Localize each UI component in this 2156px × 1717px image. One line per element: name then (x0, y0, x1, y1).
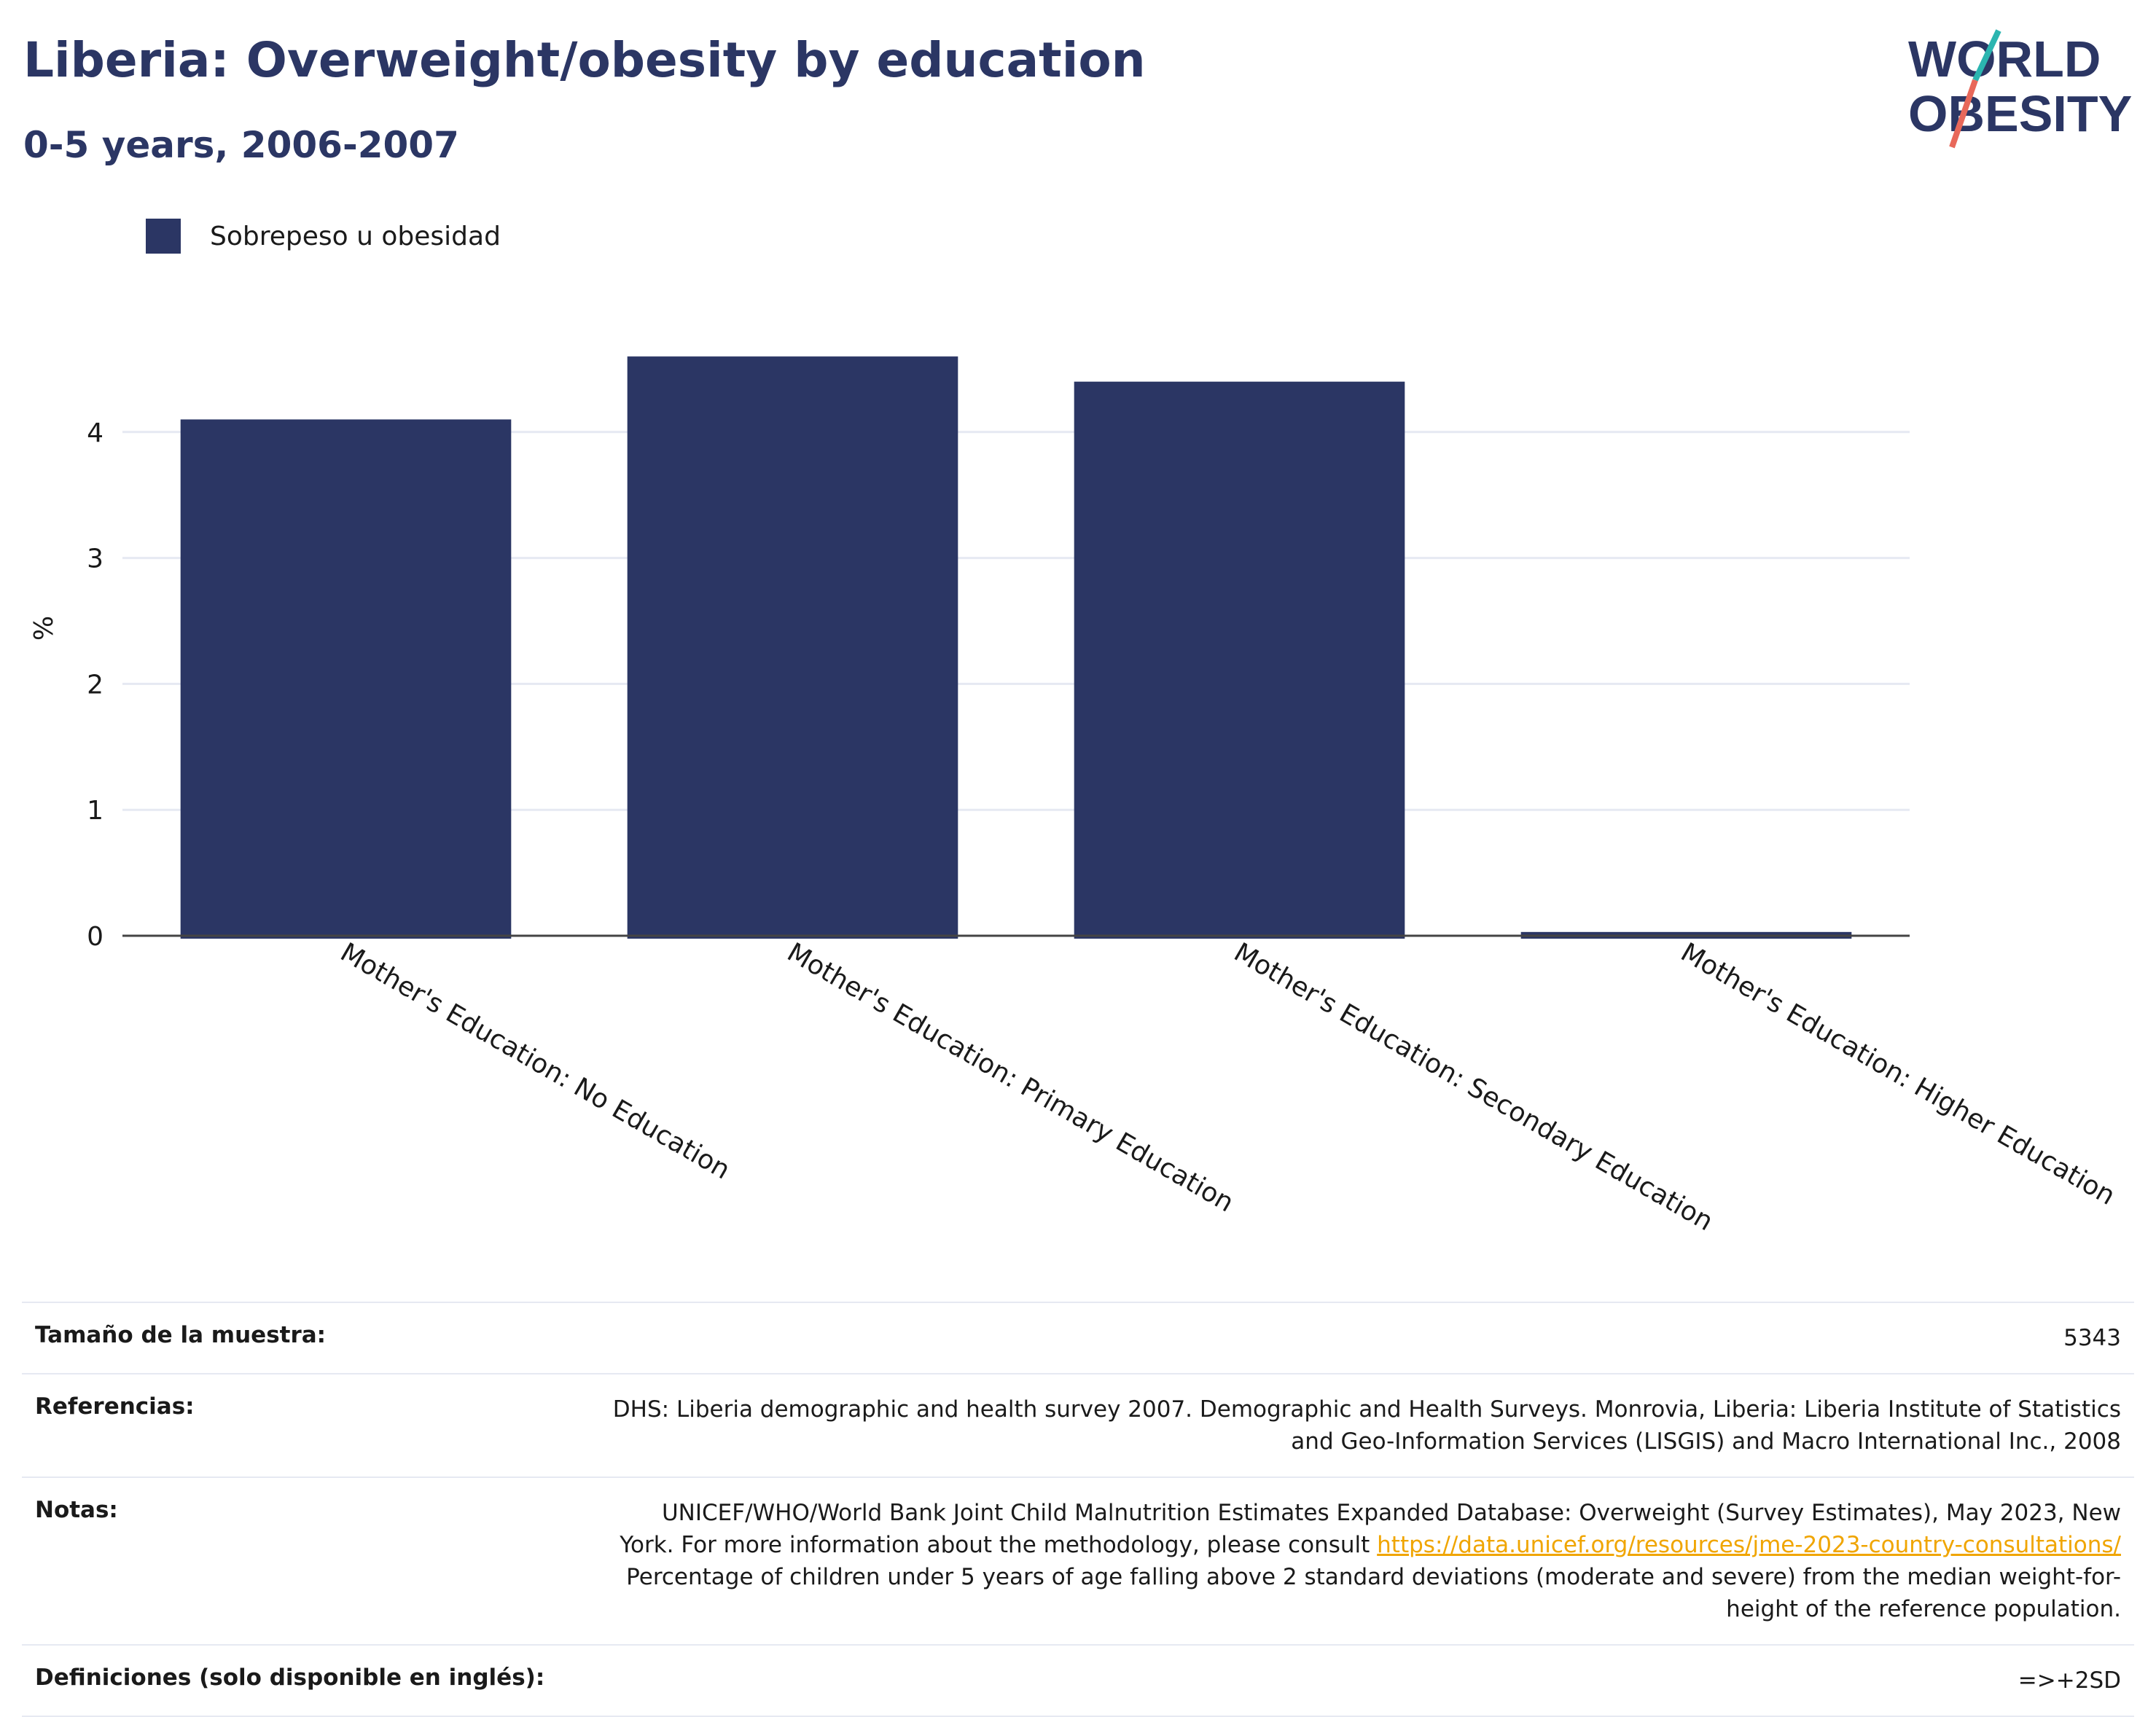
legend-label: Sobrepeso u obesidad (210, 221, 501, 251)
info-table: Tamaño de la muestra: 5343 Referencias: … (22, 1302, 2134, 1717)
info-row-definitions: Definiciones (solo disponible en inglés)… (22, 1644, 2134, 1717)
x-tick-label: Mother's Education: Higher Education (1676, 937, 2120, 1211)
chart-subtitle: 0-5 years, 2006-2007 (23, 124, 459, 166)
bar[interactable] (1074, 381, 1405, 939)
info-row-notes: Notas: UNICEF/WHO/World Bank Joint Child… (22, 1477, 2134, 1644)
info-value: =>+2SD (2018, 1667, 2121, 1694)
y-tick-label: 0 (87, 922, 103, 952)
info-value-text: York. For more information about the met… (620, 1532, 1370, 1558)
y-tick-label: 1 (87, 796, 103, 826)
chart-title: Liberia: Overweight/obesity by education (23, 32, 1146, 88)
x-tick-label: Mother's Education: Primary Education (782, 937, 1238, 1218)
y-tick-label: 3 (87, 544, 103, 574)
logo-line2: OBESITY (1908, 85, 2132, 142)
info-key: Notas: (35, 1497, 118, 1523)
world-obesity-logo: WORLD OBESITY (1908, 29, 2132, 149)
y-axis: 0 1 2 3 4 (87, 418, 103, 952)
y-tick-label: 2 (87, 670, 103, 700)
info-value-line: height of the reference population. (1726, 1596, 2121, 1622)
info-value-line: and Geo-Information Services (LISGIS) an… (1291, 1428, 2121, 1455)
bars (180, 356, 1852, 939)
info-key: Tamaño de la muestra: (35, 1322, 327, 1348)
info-value-line: DHS: Liberia demographic and health surv… (612, 1396, 2121, 1423)
info-value: 5343 (2063, 1325, 2121, 1351)
x-tick-label: Mother's Education: No Education (335, 937, 735, 1185)
info-value-line: UNICEF/WHO/World Bank Joint Child Malnut… (661, 1500, 2121, 1526)
bar[interactable] (627, 356, 958, 939)
info-key: Referencias: (35, 1393, 195, 1420)
info-value: DHS: Liberia demographic and health surv… (224, 1393, 2121, 1458)
chart-legend[interactable]: Sobrepeso u obesidad (146, 216, 501, 257)
bar[interactable] (180, 419, 512, 939)
logo-slash-top (1972, 29, 2001, 82)
info-key: Definiciones (solo disponible en inglés)… (35, 1665, 545, 1691)
logo-slash-bottom (1949, 79, 1978, 149)
y-tick-label: 4 (87, 418, 103, 448)
y-axis-label: % (29, 616, 59, 641)
info-value-line: York. For more information about the met… (147, 1529, 2121, 1561)
x-axis: Mother's Education: No Education Mother's… (122, 934, 2120, 1237)
legend-swatch (146, 219, 181, 254)
x-tick-label: Mother's Education: Secondary Education (1229, 937, 1718, 1237)
logo-line1: WORLD (1908, 31, 2101, 87)
info-row-sample-size: Tamaño de la muestra: 5343 (22, 1302, 2134, 1373)
info-value: UNICEF/WHO/World Bank Joint Child Malnut… (147, 1497, 2121, 1625)
methodology-link[interactable]: https://data.unicef.org/resources/jme-20… (1377, 1532, 2121, 1558)
info-value-line: Percentage of children under 5 years of … (626, 1564, 2121, 1590)
info-row-references: Referencias: DHS: Liberia demographic an… (22, 1373, 2134, 1477)
